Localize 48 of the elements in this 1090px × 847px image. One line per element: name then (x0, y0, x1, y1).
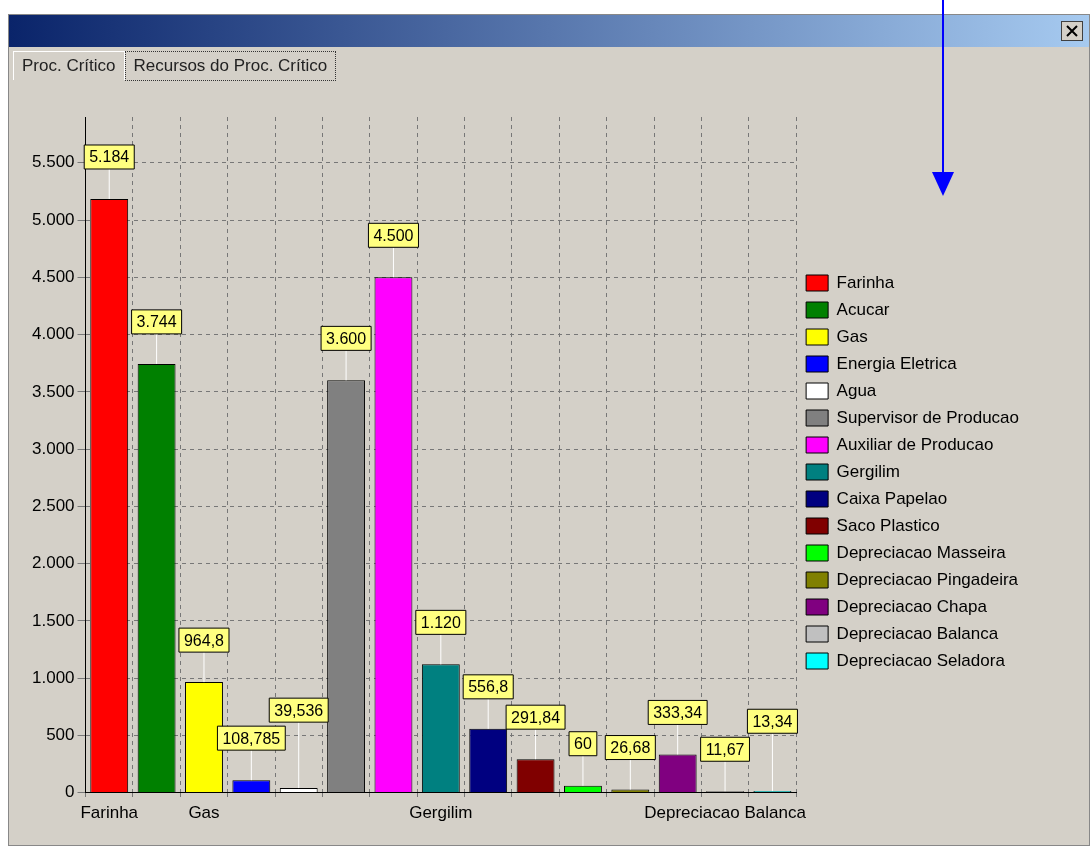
y-tick-label: 1.500 (31, 610, 75, 630)
legend-label: Energia Eletrica (836, 353, 958, 373)
data-label: 39,536 (274, 701, 324, 719)
legend-label: Gas (836, 326, 868, 346)
legend-label: Depreciacao Pingadeira (836, 569, 1019, 589)
legend-label: Depreciacao Masseira (836, 542, 1007, 562)
y-tick-label: 500 (46, 725, 75, 745)
legend-label: Depreciacao Chapa (836, 596, 988, 616)
legend-label: Depreciacao Seladora (836, 650, 1006, 670)
legend-label: Acucar (836, 299, 890, 319)
y-tick-label: 0 (65, 782, 75, 802)
legend-label: Agua (836, 380, 877, 400)
data-label: 556,8 (468, 678, 509, 696)
y-tick-label: 3.000 (31, 438, 75, 458)
data-label: 5.184 (89, 148, 130, 166)
x-tick-label: Gergilim (409, 803, 473, 823)
legend-label: Farinha (836, 272, 895, 292)
data-label: 333,34 (653, 703, 703, 721)
y-tick-label: 5.000 (31, 209, 75, 229)
data-label: 13,34 (752, 712, 793, 730)
y-tick-label: 3.500 (31, 381, 75, 401)
y-tick-label: 5.500 (31, 152, 75, 172)
x-tick-label: Depreciacao Balanca (644, 803, 807, 823)
legend-label: Caixa Papelao (836, 488, 948, 508)
legend-label: Saco Plastico (836, 515, 940, 535)
data-label: 1.120 (420, 613, 461, 631)
legend-label: Auxiliar de Producao (836, 434, 994, 454)
y-tick-label: 4.000 (31, 324, 75, 344)
data-label: 291,84 (511, 708, 561, 726)
y-tick-label: 2.500 (31, 496, 75, 516)
data-label: 108,785 (222, 729, 281, 747)
legend-label: Gergilim (836, 461, 900, 481)
y-tick-label: 4.500 (31, 267, 75, 286)
legend-label: Depreciacao Balanca (836, 623, 999, 643)
text: Proc. Crítico (13, 51, 125, 80)
x-tick-label: Farinha (80, 803, 139, 823)
data-label: 964,8 (183, 631, 225, 649)
data-label: 4.500 (373, 226, 414, 244)
data-label: 3.744 (136, 313, 177, 331)
data-label: 60 (574, 735, 592, 753)
y-tick-label: 1.000 (31, 667, 75, 687)
y-tick-label: 2.000 (31, 553, 75, 573)
legend-label: Supervisor de Producao (836, 407, 1020, 427)
data-label: 11,67 (705, 740, 745, 758)
data-label: 3.600 (326, 329, 367, 347)
data-label: 26,68 (610, 738, 651, 756)
text: Recursos do Proc. Crítico (124, 51, 337, 81)
x-tick-label: Gas (188, 803, 220, 823)
